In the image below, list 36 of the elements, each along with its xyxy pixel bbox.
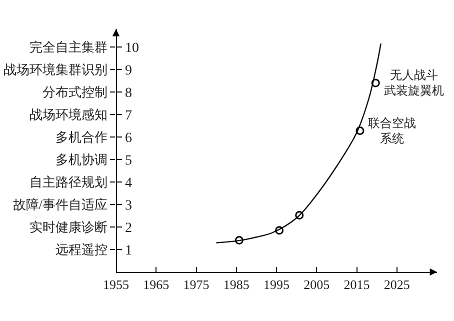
annotation: 联合空战系统 [368,116,416,146]
y-tick-label: 4 [125,176,132,191]
x-tick-label: 2015 [344,276,370,292]
y-tick-label: 1 [125,243,132,258]
category-label: 实时健康诊断 [29,220,108,235]
y-tick-label: 8 [125,86,132,101]
line-series [216,43,382,244]
category-label: 自主路径规划 [29,174,108,190]
x-tick-label: 1965 [143,276,170,292]
y-tick-label: 2 [125,220,132,236]
x-tick-label: 1995 [264,276,290,292]
x-tick-label: 1955 [103,276,129,292]
x-tick-label: 1975 [183,276,210,292]
y-tick-label: 5 [125,153,132,168]
y-tick-label: 10 [125,40,139,56]
point [295,211,304,220]
y-tick-label: 7 [125,108,132,124]
category-label: 故障/事件自适应 [12,197,108,212]
annotation: 无人战斗武装旋翼机 [384,68,444,98]
category-label: 远程遥控 [55,242,108,258]
category-label: 多机协调 [55,152,108,168]
point [275,226,284,235]
point [356,126,364,135]
x-tick-label: 2025 [384,276,410,292]
y-tick-label: 6 [125,130,132,146]
category-label: 分布式控制 [42,84,108,100]
point [371,78,380,88]
y-tick-label: 9 [125,63,132,78]
point [234,236,244,245]
x-tick-label: 1985 [223,276,250,292]
x-tick-label: 2005 [304,276,330,292]
category-label: 完全自主集群 [29,40,108,55]
category-label: 多机合作 [55,130,108,145]
y-tick-label: 3 [125,198,132,214]
category-label: 战场环境集群识别 [3,62,108,78]
category-label: 战场环境感知 [29,107,108,122]
